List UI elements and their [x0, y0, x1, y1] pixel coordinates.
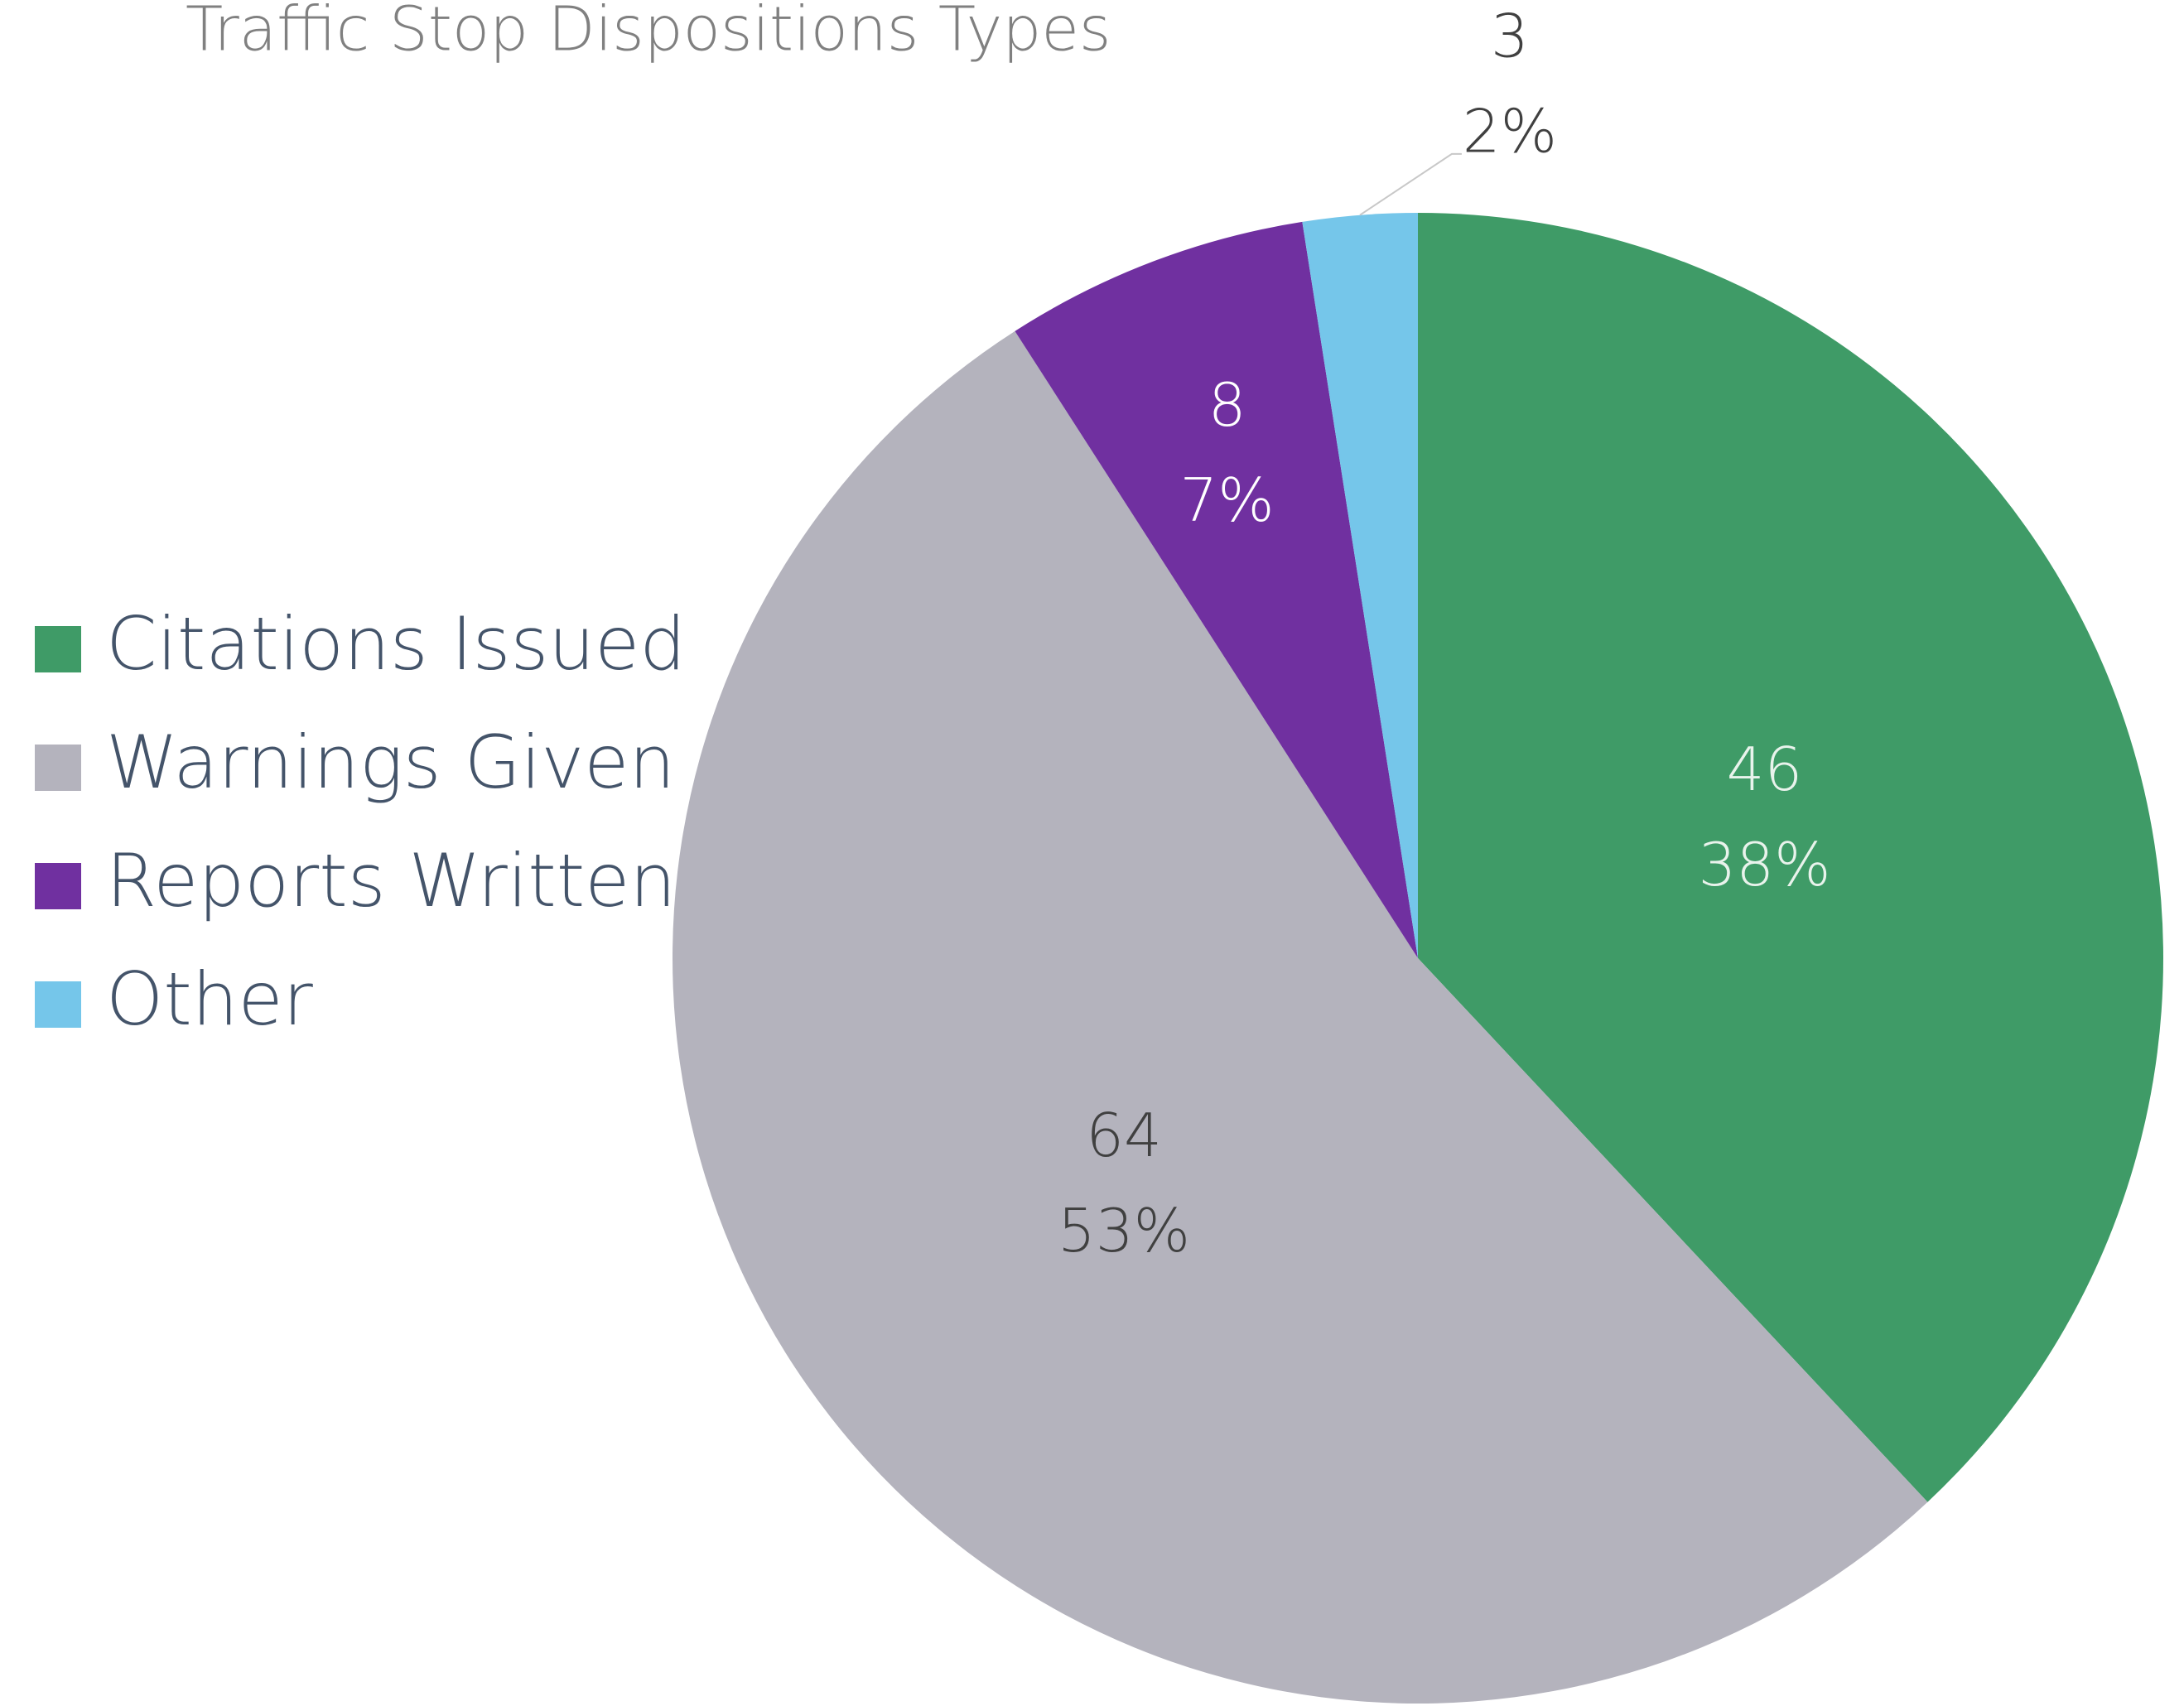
legend-swatch	[35, 745, 81, 791]
percent-label: 2%	[1463, 96, 1557, 166]
percent-label: 7%	[1179, 465, 1274, 535]
legend-swatch	[35, 863, 81, 909]
pie-slice	[1015, 221, 1418, 959]
data-label: 8	[1208, 370, 1246, 440]
percent-label: 53%	[1058, 1196, 1190, 1265]
legend-label: Other	[106, 957, 314, 1042]
chart-title: Traffic Stop Dispositions Types	[186, 0, 1111, 65]
data-label: 46	[1727, 735, 1803, 804]
legend-label: Reports Written	[106, 838, 676, 923]
legend-label: Citations Issued	[106, 601, 686, 687]
pie-slice	[1418, 213, 2163, 1502]
data-label: 3	[1491, 1, 1529, 70]
legend-swatch	[35, 981, 81, 1028]
legend-swatch	[35, 626, 81, 672]
data-label: 64	[1086, 1101, 1162, 1170]
pie-slice	[673, 330, 1928, 1704]
leader-line	[1359, 152, 1462, 216]
pie-slice	[1302, 213, 1418, 958]
legend-label: Warnings Given	[106, 720, 675, 805]
percent-label: 38%	[1698, 830, 1830, 899]
